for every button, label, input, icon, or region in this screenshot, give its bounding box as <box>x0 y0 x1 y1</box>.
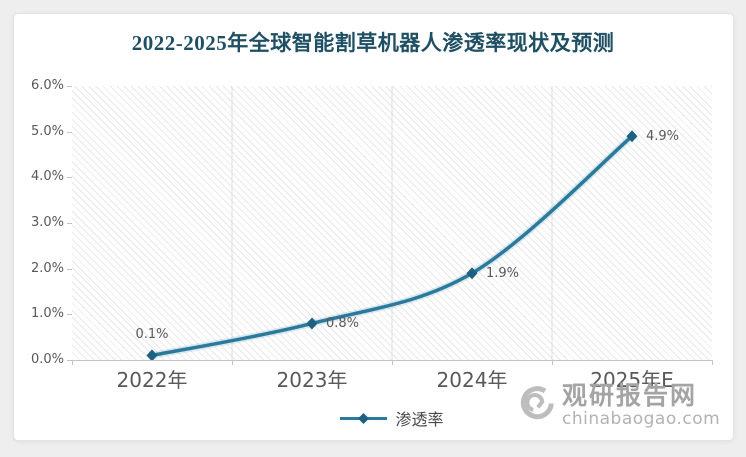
legend-line-diamond-icon <box>340 412 388 424</box>
watermark: 观研报告网 chinabaogao.com <box>519 382 720 430</box>
x-axis-tick-label: 2024年 <box>436 368 508 392</box>
data-point-label: 1.9% <box>486 265 520 281</box>
y-axis-tick <box>67 223 72 224</box>
y-axis-tick <box>67 131 72 133</box>
y-axis-tick <box>67 86 72 87</box>
data-point-label: 4.9% <box>646 128 680 144</box>
x-axis-tick <box>72 360 73 365</box>
x-axis-tick-label: 2025年E <box>590 368 674 392</box>
legend[interactable]: 渗透率 <box>72 406 712 430</box>
y-axis-tick-label: 6.0% <box>30 78 64 93</box>
line-series-canvas <box>146 86 638 362</box>
y-axis-tick <box>67 268 72 270</box>
x-axis-tick <box>392 360 393 365</box>
y-axis-tick-label: 5.0% <box>30 123 64 139</box>
x-axis-tick <box>712 360 713 365</box>
chart-title: 2022-2025年全球智能割草机器人渗透率现状及预测 <box>131 31 615 55</box>
x-axis-tick-label: 2022年 <box>116 368 188 392</box>
y-axis-tick <box>67 314 72 316</box>
y-axis-tick-label: 4.0% <box>30 169 64 185</box>
y-axis-tick <box>67 360 72 361</box>
x-axis-line <box>72 360 712 361</box>
data-point-marker <box>146 349 158 362</box>
y-axis-tick-label: 3.0% <box>30 215 64 230</box>
plot-area: 0.1% 0.8% 1.9% 4.9% <box>72 86 712 362</box>
y-axis-tick <box>67 177 72 179</box>
x-axis-tick <box>552 360 553 365</box>
legend-diamond <box>358 412 370 424</box>
x-axis-tick <box>232 360 233 365</box>
y-axis-tick-label: 0.0% <box>30 352 64 367</box>
watermark-brand: 观研报告网 <box>562 381 698 410</box>
series-line <box>150 134 634 358</box>
watermark-text: 观研报告网 chinabaogao.com <box>562 382 720 430</box>
data-point-marker <box>626 130 638 143</box>
data-point-label: 0.1% <box>135 327 169 343</box>
data-point-marker <box>466 267 478 280</box>
y-axis-tick-label: 1.0% <box>30 306 64 322</box>
y-axis-tick-label: 2.0% <box>30 260 64 276</box>
data-point-marker <box>306 317 318 330</box>
legend-label: 渗透率 <box>395 410 444 429</box>
x-axis-tick-label: 2023年 <box>276 368 348 392</box>
watermark-swirl-logo-icon <box>520 385 554 419</box>
data-point-label: 0.8% <box>326 315 360 331</box>
watermark-domain: chinabaogao.com <box>562 409 721 429</box>
